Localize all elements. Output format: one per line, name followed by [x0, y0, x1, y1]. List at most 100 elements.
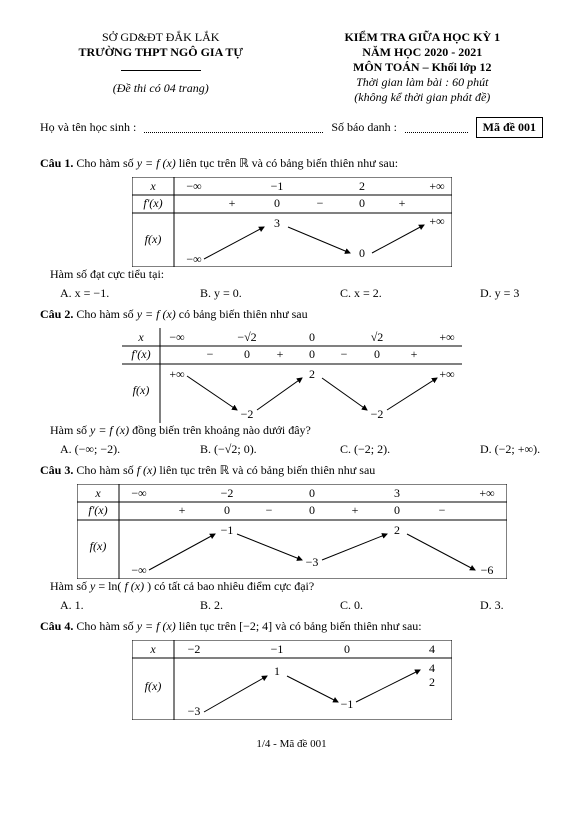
q2-s2: +	[276, 347, 283, 361]
q1-s2: −	[316, 196, 323, 210]
q1-x1: −1	[270, 179, 283, 193]
q2-s1: 0	[244, 347, 250, 361]
q1-s4: +	[398, 196, 405, 210]
q2-a: A. (−∞; −2).	[60, 442, 140, 457]
pages-note: (Đề thi có 04 trang)	[40, 81, 281, 96]
q2-x1: −√2	[237, 330, 256, 344]
exam-subject: MÔN TOÁN – Khối lớp 12	[302, 60, 543, 75]
q3-x3: 3	[394, 486, 400, 500]
q1-prompt: Hàm số đạt cực tiểu tại:	[50, 267, 543, 282]
q1-x0: −∞	[186, 179, 201, 193]
q3-s3: 0	[309, 503, 315, 517]
q4-label: Câu 4.	[40, 619, 73, 633]
svg-text:x: x	[149, 642, 156, 656]
svg-text:f(x): f(x)	[144, 232, 161, 246]
svg-text:x: x	[149, 179, 156, 193]
svg-text:x: x	[137, 330, 144, 344]
question-1: Câu 1. Cho hàm số y = f (x) liên tục trê…	[40, 156, 543, 171]
q2-s4: −	[340, 347, 347, 361]
q3-text: Cho hàm số f (x) liên tục trên ℝ và có b…	[76, 463, 375, 477]
q2-text: Cho hàm số y = f (x) có bảng biến thiên …	[76, 307, 307, 321]
q2-fx-tr: +∞	[439, 367, 454, 381]
q3-s6: −	[438, 503, 445, 517]
q1-s3: 0	[359, 196, 365, 210]
q2-prompt: Hàm số y = f (x) đồng biến trên khoảng n…	[50, 423, 543, 438]
svg-text:f(x): f(x)	[89, 539, 106, 553]
id-label: Số báo danh :	[331, 120, 397, 135]
page-footer: 1/4 - Mã đề 001	[40, 738, 543, 750]
q3-fx-tl: −1	[220, 523, 233, 537]
q1-c: C. x = 2.	[340, 286, 420, 301]
q2-s3: 0	[309, 347, 315, 361]
q3-d: D. 3.	[480, 598, 560, 613]
q2-s6: +	[410, 347, 417, 361]
q4-x2: 0	[344, 642, 350, 656]
svg-text:f(x): f(x)	[132, 383, 149, 397]
question-3: Câu 3. Cho hàm số f (x) liên tục trên ℝ …	[40, 463, 543, 478]
q3-fx-br: −6	[480, 563, 493, 577]
q4-fx-lm: −1	[340, 697, 353, 711]
dept-label: SỞ GD&ĐT ĐẮK LẮK	[40, 30, 281, 45]
q2-fx-ll: −2	[240, 407, 253, 421]
q2-x0: −∞	[169, 330, 184, 344]
q4-table: x f(x) −2 −1 0 4 −3 1 −1 4 2	[40, 640, 543, 720]
q2-x2: 0	[309, 330, 315, 344]
q2-x4: +∞	[439, 330, 454, 344]
exam-time-note: (không kể thời gian phát đề)	[302, 90, 543, 105]
q3-x0: −∞	[131, 486, 146, 500]
question-2: Câu 2. Cho hàm số y = f (x) có bảng biến…	[40, 307, 543, 322]
q3-prompt: Hàm số y = ln( f (x) ) có tất cả bao nhi…	[50, 579, 543, 594]
q1-d: D. y = 3	[480, 286, 560, 301]
svg-text:f'(x): f'(x)	[131, 347, 150, 361]
exam-title: KIỂM TRA GIỮA HỌC KỲ 1	[302, 30, 543, 45]
q1-x3: +∞	[429, 179, 444, 193]
q3-s5: 0	[394, 503, 400, 517]
q1-label: Câu 1.	[40, 156, 73, 170]
question-4: Câu 4. Cho hàm số y = f (x) liên tục trê…	[40, 619, 543, 634]
q4-fx-tl: 1	[274, 664, 280, 678]
exam-year: NĂM HỌC 2020 - 2021	[302, 45, 543, 60]
q2-s0: −	[206, 347, 213, 361]
divider	[121, 70, 201, 71]
q4-fx-tr: 4	[429, 661, 435, 675]
q3-x2: 0	[309, 486, 315, 500]
q4-x0: −2	[187, 642, 200, 656]
name-field	[144, 123, 323, 133]
q4-fx-mr: 2	[429, 675, 435, 689]
q3-s4: +	[351, 503, 358, 517]
q2-c: C. (−2; 2).	[340, 442, 420, 457]
exam-code: Mã đề 001	[476, 117, 543, 138]
q4-x3: 4	[429, 642, 435, 656]
q4-text: Cho hàm số y = f (x) liên tục trên [−2; …	[76, 619, 421, 633]
q4-fx-bl: −3	[187, 704, 200, 718]
school-label: TRƯỜNG THPT NGÔ GIA TỰ	[40, 45, 281, 60]
q2-table: x f'(x) f(x) −∞ −√2 0 √2 +∞ − 0 + 0 − 0 …	[40, 328, 543, 423]
q3-fx-lm: −3	[305, 555, 318, 569]
q1-fx-low: 0	[359, 246, 365, 260]
q3-b: B. 2.	[200, 598, 280, 613]
q3-s2: −	[265, 503, 272, 517]
svg-text:f'(x): f'(x)	[88, 503, 107, 517]
q3-table: x f'(x) f(x) −∞ −2 0 3 +∞ + 0 − 0 + 0 − …	[40, 484, 543, 579]
q2-fx-tl: +∞	[169, 367, 184, 381]
name-label: Họ và tên học sinh :	[40, 120, 136, 135]
q1-fx-bl: −∞	[186, 252, 201, 266]
q2-label: Câu 2.	[40, 307, 73, 321]
q2-d: D. (−2; +∞).	[480, 442, 560, 457]
q3-label: Câu 3.	[40, 463, 73, 477]
q3-x4: +∞	[479, 486, 494, 500]
q4-x1: −1	[270, 642, 283, 656]
q1-table: x f'(x) f(x) −∞ −1 2 +∞ + 0 − 0 + −∞ 3 0…	[40, 177, 543, 267]
q3-fx-tr: 2	[394, 523, 400, 537]
q3-s0: +	[178, 503, 185, 517]
q1-s0: +	[228, 196, 235, 210]
q2-fx-mid: 2	[309, 367, 315, 381]
svg-text:x: x	[94, 486, 101, 500]
q3-a: A. 1.	[60, 598, 140, 613]
q3-x1: −2	[220, 486, 233, 500]
q2-fx-lr: −2	[370, 407, 383, 421]
q2-x3: √2	[370, 330, 383, 344]
svg-text:f(x): f(x)	[144, 679, 161, 693]
q3-c: C. 0.	[340, 598, 420, 613]
id-field	[405, 123, 468, 133]
